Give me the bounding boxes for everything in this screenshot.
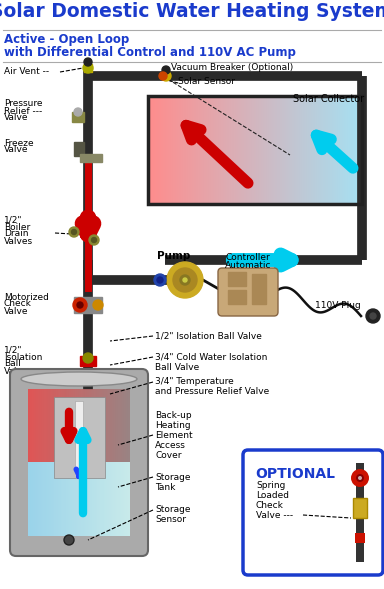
FancyBboxPatch shape	[218, 268, 278, 316]
Bar	[53, 397, 104, 478]
Text: Pressure: Pressure	[4, 100, 43, 108]
Ellipse shape	[21, 372, 137, 386]
Text: Pump: Pump	[157, 251, 190, 261]
Circle shape	[157, 277, 163, 283]
Text: 1/2": 1/2"	[4, 346, 23, 355]
Circle shape	[180, 275, 190, 285]
Text: Valve: Valve	[4, 366, 28, 376]
Circle shape	[162, 66, 170, 74]
Text: Valve ---: Valve ---	[256, 511, 293, 519]
Text: Ball: Ball	[4, 359, 21, 369]
Text: Valve: Valve	[4, 114, 28, 123]
Circle shape	[91, 237, 96, 243]
Circle shape	[77, 302, 83, 308]
Text: Active - Open Loop: Active - Open Loop	[4, 33, 129, 46]
Bar	[74, 142, 84, 156]
Bar	[228, 290, 246, 304]
Text: with Differential Control and 110V AC Pump: with Differential Control and 110V AC Pu…	[4, 46, 296, 59]
Circle shape	[69, 227, 79, 237]
Text: Back-up: Back-up	[155, 411, 192, 419]
Circle shape	[73, 298, 87, 312]
Text: Freeze: Freeze	[4, 138, 34, 147]
Text: 3/4" Cold Water Isolation: 3/4" Cold Water Isolation	[155, 352, 267, 362]
Text: Boiler: Boiler	[4, 223, 30, 231]
Bar	[72, 112, 84, 122]
Text: Ball Valve: Ball Valve	[155, 362, 199, 372]
Circle shape	[74, 108, 82, 116]
Bar	[80, 356, 96, 366]
Circle shape	[159, 72, 167, 80]
Text: 110V Plug: 110V Plug	[315, 302, 361, 310]
Text: Valve: Valve	[4, 145, 28, 154]
Text: Heating: Heating	[155, 421, 190, 429]
Circle shape	[370, 313, 376, 319]
Text: Automatic: Automatic	[225, 262, 271, 270]
FancyBboxPatch shape	[243, 450, 383, 575]
Bar	[75, 401, 83, 474]
Text: 1/2": 1/2"	[4, 216, 23, 224]
Text: Solar Domestic Water Heating System: Solar Domestic Water Heating System	[0, 2, 384, 21]
Text: Check: Check	[4, 299, 32, 309]
Text: Motorized: Motorized	[4, 293, 49, 302]
Text: Air Vent --: Air Vent --	[4, 68, 49, 77]
Bar	[148, 96, 362, 204]
Circle shape	[71, 230, 76, 234]
Text: Spring: Spring	[256, 481, 285, 489]
Text: Vacuum Breaker (Optional): Vacuum Breaker (Optional)	[171, 62, 293, 71]
Bar	[74, 297, 102, 313]
Text: Check: Check	[256, 501, 284, 509]
Text: Storage: Storage	[155, 505, 190, 515]
Bar	[84, 64, 92, 72]
Circle shape	[83, 63, 93, 73]
FancyBboxPatch shape	[10, 369, 148, 556]
Text: OPTIONAL: OPTIONAL	[255, 467, 335, 481]
Circle shape	[366, 309, 380, 323]
Text: Element: Element	[155, 431, 193, 439]
Circle shape	[358, 476, 362, 480]
Text: Drain: Drain	[4, 230, 28, 239]
Text: Access: Access	[155, 441, 186, 449]
Text: Storage: Storage	[155, 472, 190, 481]
Circle shape	[64, 535, 74, 545]
Bar	[80, 154, 102, 162]
Text: Cover: Cover	[155, 451, 182, 459]
Bar	[353, 498, 367, 518]
Text: 1/2" Isolation Ball Valve: 1/2" Isolation Ball Valve	[155, 332, 262, 340]
Circle shape	[161, 71, 171, 81]
Circle shape	[173, 268, 197, 292]
Text: 3/4" Temperature: 3/4" Temperature	[155, 378, 234, 386]
Text: Isolation: Isolation	[4, 352, 42, 362]
Bar	[356, 463, 364, 562]
Text: Valves: Valves	[4, 237, 33, 246]
Circle shape	[154, 274, 166, 286]
Bar	[228, 272, 246, 286]
Circle shape	[93, 300, 103, 310]
Text: Sensor: Sensor	[155, 515, 186, 524]
Bar	[252, 274, 266, 304]
Circle shape	[167, 262, 203, 298]
Circle shape	[89, 235, 99, 245]
Text: Relief ---: Relief ---	[4, 107, 42, 115]
Text: Controller: Controller	[226, 253, 270, 263]
Text: Tank: Tank	[155, 482, 175, 491]
Text: Loaded: Loaded	[256, 491, 289, 499]
Circle shape	[84, 58, 92, 66]
Circle shape	[83, 353, 93, 363]
Text: Valve: Valve	[4, 306, 28, 316]
Circle shape	[356, 474, 364, 482]
Text: and Pressure Relief Valve: and Pressure Relief Valve	[155, 388, 269, 396]
Bar	[355, 533, 365, 543]
Text: Solar Sensor: Solar Sensor	[178, 78, 235, 87]
Text: Solar Collector: Solar Collector	[293, 94, 364, 104]
Circle shape	[183, 278, 187, 282]
Circle shape	[351, 469, 369, 487]
